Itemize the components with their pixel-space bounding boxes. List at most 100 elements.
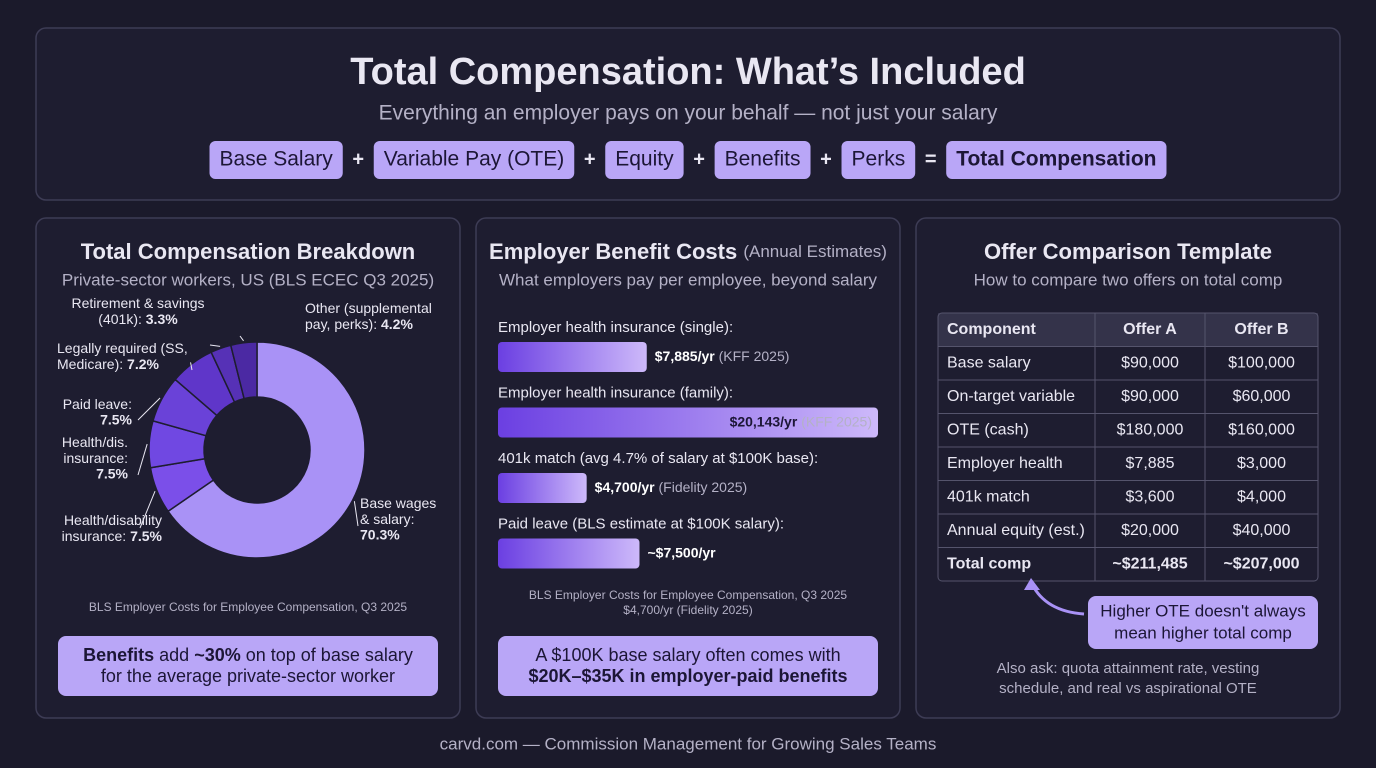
bar-label: Employer health insurance (single):: [498, 319, 733, 336]
note: schedule, and real vs aspirational OTE: [999, 680, 1257, 697]
leader-line: [190, 362, 193, 371]
panel-title: Employer Benefit Costs (Annual Estimates…: [489, 239, 887, 264]
footnote: $4,700/yr (Fidelity 2025): [623, 603, 752, 617]
table-cell: $90,000: [1121, 388, 1179, 405]
slice-value: 7.5%: [96, 466, 128, 482]
table-cell: Offer B: [1234, 321, 1288, 338]
callout-box: [1088, 596, 1318, 649]
callout-text: mean higher total comp: [1114, 623, 1292, 642]
slice-label: Health/disability: [64, 512, 162, 528]
slice-value: 7.5%: [100, 412, 132, 428]
breakdown-panel: [35, 217, 461, 719]
formula-label: Variable Pay (OTE): [384, 148, 565, 171]
callout-text: Higher OTE doesn't always: [1100, 601, 1305, 620]
slice-label: Paid leave:: [63, 396, 132, 412]
bar-value: $7,885/yr (KFF 2025): [655, 348, 790, 364]
leader-line: [239, 335, 244, 342]
formula-chip: [209, 141, 343, 179]
panel-subtitle: What employers pay per employee, beyond …: [499, 270, 877, 289]
leader-line: [353, 501, 359, 527]
formula-chip: [841, 141, 916, 179]
slice-label: Other (supplemental: [305, 300, 432, 316]
donut-slice: [167, 341, 366, 559]
callout-box: [58, 636, 438, 696]
callout-text: $20K–$35K in employer-paid benefits: [528, 666, 847, 686]
table-header-bg: [938, 313, 1318, 347]
callout: A $100K base salary often comes with$20K…: [528, 645, 847, 686]
footnote: BLS Employer Costs for Employee Compensa…: [529, 588, 847, 602]
comparison-table: Component Offer A Offer B Base salary $90,00…: [937, 312, 1319, 582]
footer: carvd.com — Commission Management for Gr…: [440, 734, 937, 753]
table-cell: $7,885: [1126, 455, 1175, 472]
slice-label: & salary:: [360, 511, 414, 527]
bar: [498, 473, 587, 503]
slice-label: Health/dis.: [62, 434, 128, 450]
table-cell: Total comp: [947, 555, 1031, 572]
page-subtitle: Everything an employer pays on your beha…: [379, 102, 998, 125]
slice-value: 70.3%: [360, 527, 400, 543]
formula-label: Benefits: [725, 148, 801, 171]
formula-label: Equity: [615, 148, 674, 171]
table-cell: $90,000: [1121, 354, 1179, 371]
leader-line: [137, 397, 161, 421]
table-cell: $3,000: [1237, 455, 1286, 472]
bar-label: Paid leave (BLS estimate at $100K salary…: [498, 515, 784, 532]
table-cell: $180,000: [1117, 421, 1184, 438]
formula-label: Perks: [852, 148, 906, 171]
callout-text: Benefits add ~30% on top of base salary: [83, 645, 413, 665]
bar: [498, 407, 878, 438]
callout-text: A $100K base salary often comes with: [535, 645, 840, 665]
slice-label: insurance:: [63, 450, 128, 466]
table-cell: $60,000: [1233, 388, 1291, 405]
page-title: Total Compensation: What’s Included: [350, 51, 1026, 93]
table-cell: Offer A: [1123, 321, 1177, 338]
formula-operator: +: [352, 148, 364, 170]
formula-operator: =: [925, 148, 937, 170]
formula-chip: [946, 141, 1167, 179]
table-cell: 401k match: [947, 488, 1030, 505]
table-cell: $100,000: [1228, 354, 1295, 371]
callout-box: [498, 636, 878, 696]
bar-chart: Employer health insurance (single): $7,88…: [498, 319, 878, 569]
source-note: BLS Employer Costs for Employee Compensa…: [89, 600, 407, 614]
bar-value: $4,700/yr (Fidelity 2025): [595, 479, 748, 495]
panel-title: Total Compensation Breakdown: [81, 239, 416, 264]
table-cell: $40,000: [1233, 522, 1291, 539]
formula-chip: [605, 141, 684, 179]
panel-subtitle: How to compare two offers on total comp: [974, 270, 1283, 289]
table-cell: $3,600: [1126, 488, 1175, 505]
callout: Benefits add ~30% on top of base salaryf…: [83, 645, 413, 686]
table-cell: $4,000: [1237, 488, 1286, 505]
bar-value: ~$7,500/yr: [647, 544, 716, 560]
table-cell: Employer health: [947, 455, 1063, 472]
slice-label: pay, perks): 4.2%: [305, 316, 413, 332]
table-cell: Component: [947, 321, 1037, 338]
donut-chart: Base wages& salary:70.3% Health/disabilit…: [57, 295, 436, 559]
bar-value: $20,143/yr (KFF 2025): [730, 413, 872, 429]
panel-subtitle: Private-sector workers, US (BLS ECEC Q3 …: [62, 270, 434, 289]
table-cell: $160,000: [1228, 421, 1295, 438]
table-cell: ~$207,000: [1223, 555, 1299, 572]
table-cell: Annual equity (est.): [947, 522, 1085, 539]
formula-label: Base Salary: [220, 148, 334, 171]
table-cell: ~$211,485: [1112, 555, 1187, 572]
leader-line: [209, 344, 221, 347]
formula-chip: [714, 141, 811, 179]
bar: [498, 342, 647, 372]
donut-slice: [229, 341, 258, 400]
slice-label: (401k): 3.3%: [98, 311, 178, 327]
slice-label: Legally required (SS,: [57, 340, 188, 356]
formula-label: Total Compensation: [956, 148, 1156, 171]
formula: Base Salary Variable Pay (OTE) Equity Benef…: [209, 141, 1167, 179]
note: Also ask: quota attainment rate, vesting: [997, 660, 1260, 677]
formula-operator: +: [693, 148, 705, 170]
formula-chip: [373, 141, 575, 179]
table-cell: Base salary: [947, 354, 1031, 371]
slice-label: Medicare): 7.2%: [57, 356, 159, 372]
slice-label: Base wages: [360, 495, 436, 511]
slice-label: Retirement & savings: [71, 295, 204, 311]
bar: [498, 538, 640, 569]
table-cell: $20,000: [1121, 522, 1179, 539]
leader-line: [139, 491, 156, 529]
